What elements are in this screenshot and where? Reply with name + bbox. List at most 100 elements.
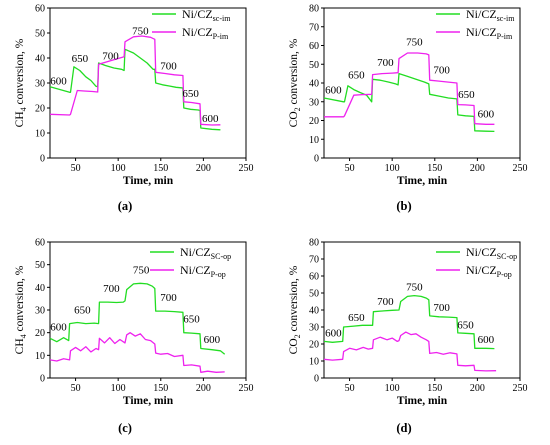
legend-label-main: Ni/CZ — [182, 25, 213, 39]
temperature-label: 650 — [72, 53, 89, 65]
legend-label-main: Ni/CZ — [182, 7, 213, 21]
legend-label-subscript: SC-op — [211, 252, 231, 261]
legend-label-main: Ni/CZ — [180, 245, 211, 259]
x-tick-label: 250 — [513, 163, 528, 174]
y-tick-label: 60 — [309, 41, 319, 52]
series-line-magenta — [49, 332, 225, 373]
legend-label: Ni/CZP-op — [466, 263, 512, 279]
y-tick-label: 80 — [309, 238, 319, 249]
temperature-label: 700 — [103, 283, 120, 295]
y-axis-label-part: conversion, % — [14, 265, 26, 334]
legend-label: Ni/CZP-im — [466, 25, 513, 41]
y-axis-label-part: conversion, % — [288, 265, 300, 334]
legend-label: Ni/CZsc-im — [182, 7, 231, 23]
series-line-green — [323, 294, 495, 350]
legend-label-subscript: sc-im — [213, 14, 232, 23]
legend-label-main: Ni/CZ — [466, 263, 497, 277]
y-axis-label-subscript: 2 — [293, 334, 302, 338]
y-axis-label: CH4 conversion, % — [14, 265, 28, 354]
y-tick-label: 10 — [309, 357, 319, 368]
y-axis-label: CO2 conversion, % — [288, 265, 302, 354]
y-tick-label: 0 — [40, 154, 45, 165]
temperature-label: 600 — [204, 334, 221, 346]
temperature-label: 700 — [160, 60, 177, 72]
legend-label-subscript: P-im — [497, 32, 513, 41]
y-tick-label: 10 — [35, 129, 45, 140]
y-tick-label: 10 — [309, 135, 319, 146]
x-tick-label: 50 — [71, 163, 81, 174]
temperature-label: 600 — [478, 109, 495, 121]
y-tick-label: 40 — [309, 79, 319, 90]
temperature-label: 600 — [50, 75, 67, 87]
legend-label: Ni/CZP-op — [180, 263, 226, 279]
x-tick-label: 150 — [153, 383, 168, 394]
panel-d: 50 100 150 200 250 0 10 20 30 40 50 60 70 80 Time, min… — [288, 238, 528, 436]
legend-label-main: Ni/CZ — [466, 245, 497, 259]
legend-label-subscript: SC-op — [497, 252, 517, 261]
y-tick-label: 50 — [309, 289, 319, 300]
x-tick-label: 200 — [196, 383, 211, 394]
series-line-magenta — [49, 35, 221, 126]
panel-caption: (b) — [396, 199, 411, 213]
y-axis-label-part: CH — [14, 338, 26, 354]
series-line-green — [49, 48, 221, 131]
legend-label-main: Ni/CZ — [466, 7, 497, 21]
y-tick-label: 60 — [35, 238, 45, 249]
y-tick-label: 60 — [309, 272, 319, 283]
x-axis-label: Time, min — [397, 175, 448, 187]
temperature-label: 650 — [74, 304, 91, 316]
temperature-label: 700 — [160, 292, 177, 304]
panel-c: 50 100 150 200 250 0 10 20 30 40 50 60 Time, min CH4 … — [14, 238, 254, 436]
temperature-label: 650 — [458, 89, 475, 101]
y-tick-label: 80 — [309, 4, 319, 15]
x-tick-label: 50 — [71, 383, 81, 394]
legend-label-main: Ni/CZ — [466, 25, 497, 39]
x-tick-label: 200 — [470, 163, 485, 174]
temperature-label: 650 — [182, 88, 199, 100]
y-axis-label-part: CO — [288, 111, 300, 127]
temperature-label: 750 — [406, 37, 423, 49]
temperature-label: 700 — [433, 302, 450, 314]
panel-b: 50 100 150 200 250 0 10 20 30 40 50 60 70 80 Time, min… — [288, 4, 528, 214]
y-tick-label: 40 — [309, 306, 319, 317]
x-tick-label: 200 — [470, 383, 485, 394]
x-tick-label: 50 — [345, 383, 355, 394]
x-axis-label: Time, min — [123, 395, 174, 407]
y-tick-label: 70 — [309, 255, 319, 266]
y-axis-label-part: CH — [14, 111, 26, 127]
y-axis-label-part: conversion, % — [288, 38, 300, 107]
y-tick-label: 70 — [309, 22, 319, 33]
x-tick-label: 150 — [427, 163, 442, 174]
y-axis-label-subscript: 4 — [19, 107, 28, 111]
legend-label: Ni/CZSC-op — [180, 245, 231, 261]
y-tick-label: 50 — [35, 260, 45, 271]
y-tick-label: 20 — [309, 116, 319, 127]
y-axis-label-part: conversion, % — [14, 38, 26, 107]
legend-label-subscript: P-op — [497, 270, 512, 279]
y-axis-label-part: CO — [288, 338, 300, 354]
temperature-label: 750 — [132, 25, 149, 37]
y-tick-label: 30 — [35, 79, 45, 90]
y-tick-label: 30 — [35, 306, 45, 317]
series-line-magenta — [324, 52, 495, 125]
x-axis-label: Time, min — [123, 175, 174, 187]
x-tick-label: 200 — [196, 163, 211, 174]
legend-label-main: Ni/CZ — [180, 263, 211, 277]
legend-label-subscript: sc-im — [497, 14, 516, 23]
y-tick-label: 20 — [35, 104, 45, 115]
panel-a: 50 100 150 200 250 0 10 20 30 40 50 60 Time, min CH4 … — [14, 4, 254, 214]
y-tick-label: 50 — [35, 29, 45, 40]
x-tick-label: 250 — [239, 383, 254, 394]
y-tick-label: 0 — [314, 374, 319, 385]
x-tick-label: 250 — [513, 383, 528, 394]
y-tick-label: 0 — [314, 154, 319, 165]
y-tick-label: 20 — [309, 340, 319, 351]
temperature-label: 600 — [325, 84, 342, 96]
x-tick-label: 50 — [345, 163, 355, 174]
temperature-label: 650 — [348, 312, 365, 324]
x-tick-label: 100 — [111, 163, 126, 174]
x-tick-label: 250 — [239, 163, 254, 174]
temperature-label: 650 — [457, 320, 474, 332]
series-line-magenta — [323, 331, 497, 372]
